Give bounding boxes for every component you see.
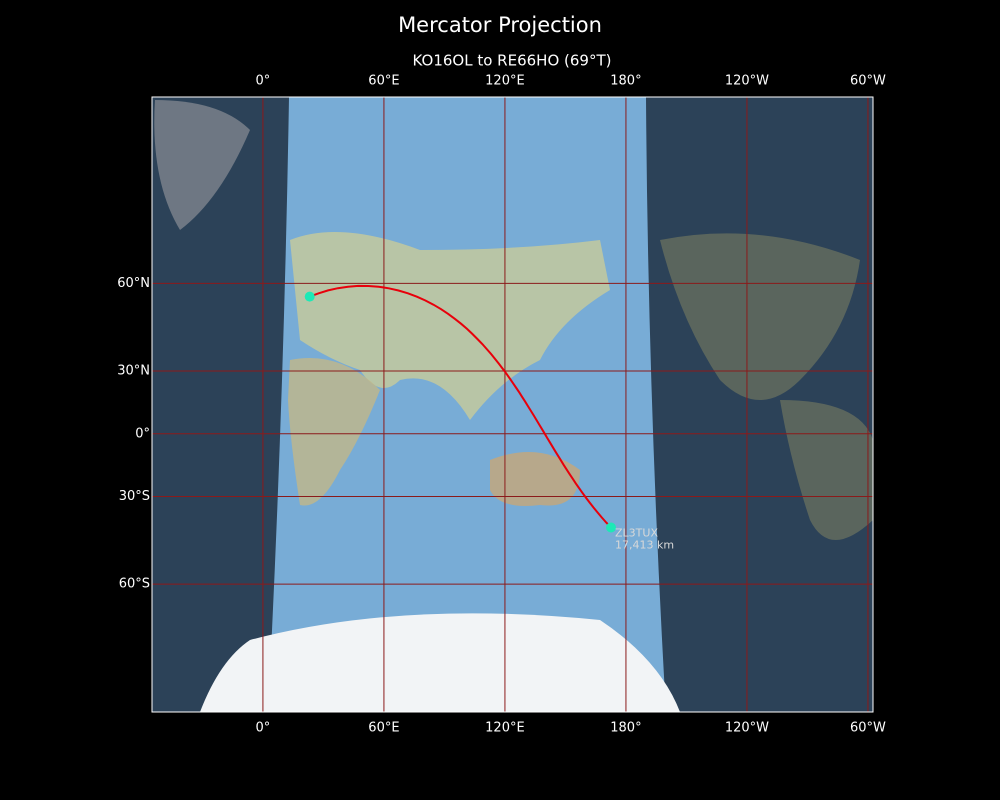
north-america xyxy=(660,233,860,400)
station-label: ZL3TUX xyxy=(615,527,658,540)
antarctica xyxy=(200,613,680,712)
greenland xyxy=(154,100,250,230)
south-america xyxy=(780,400,873,540)
x-tick-label: 120°W xyxy=(725,74,769,89)
title: Mercator Projection xyxy=(398,13,602,37)
great-circle-path xyxy=(309,284,612,529)
x-tick-label: 60°E xyxy=(368,721,399,736)
x-tick-label: 120°E xyxy=(485,74,525,89)
x-tick-label: 60°W xyxy=(850,721,886,736)
x-tick-label: 180° xyxy=(610,721,641,736)
x-tick-label: 120°W xyxy=(725,721,769,736)
station-marker xyxy=(606,522,617,533)
y-tick-label: 30°N xyxy=(117,364,150,379)
distance-label: 17,413 km xyxy=(615,539,674,552)
x-tick-label: 120°E xyxy=(485,721,525,736)
x-tick-label: 60°E xyxy=(368,74,399,89)
basemap xyxy=(152,97,873,712)
australia xyxy=(490,452,580,506)
graticule xyxy=(152,97,873,712)
subtitle: KO16OL to RE66HO (69°T) xyxy=(413,52,612,70)
map-frame xyxy=(151,96,874,713)
y-tick-label: 60°S xyxy=(119,577,150,592)
eurasia xyxy=(290,232,610,420)
x-tick-label: 60°W xyxy=(850,74,886,89)
y-tick-label: 0° xyxy=(135,426,150,441)
x-tick-label: 0° xyxy=(256,721,271,736)
station-marker xyxy=(304,291,315,302)
x-tick-label: 0° xyxy=(256,74,271,89)
x-tick-label: 180° xyxy=(610,74,641,89)
y-tick-label: 60°N xyxy=(117,276,150,291)
y-tick-label: 30°S xyxy=(119,489,150,504)
africa xyxy=(288,358,380,506)
